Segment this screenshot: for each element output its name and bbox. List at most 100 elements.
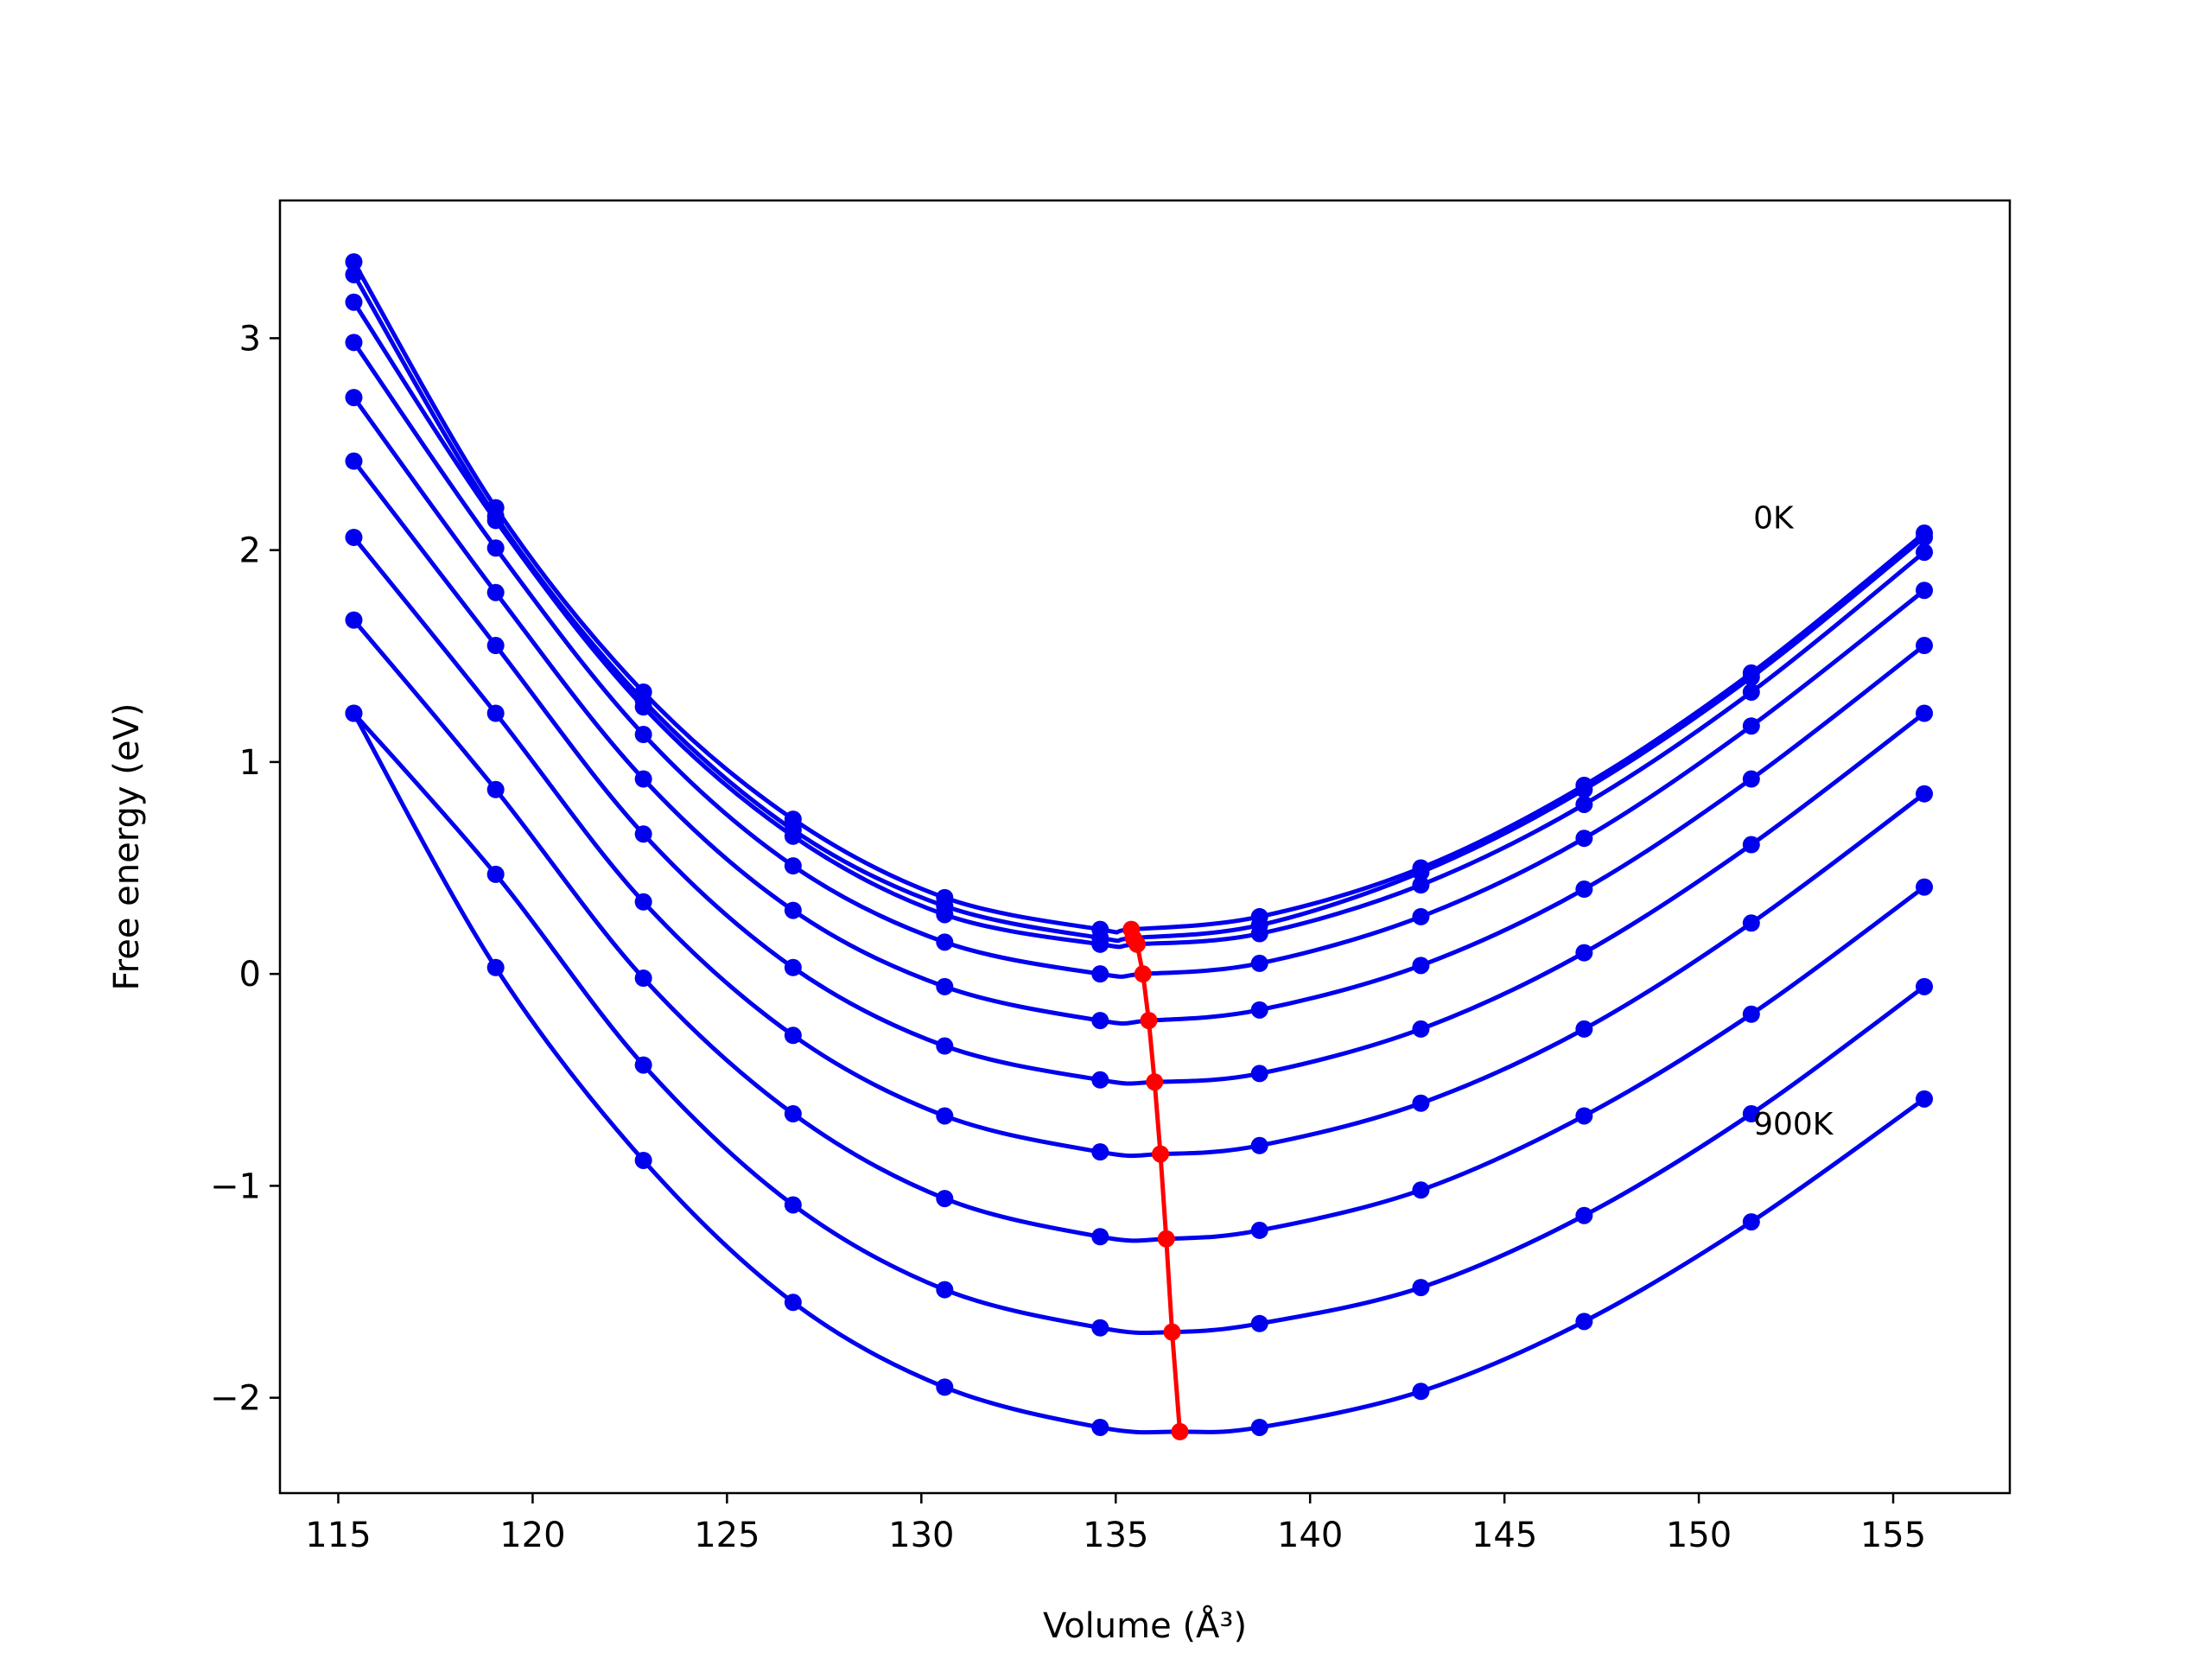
curve-9-point-5 — [936, 1281, 954, 1299]
curve-10-point-7 — [1250, 1418, 1268, 1436]
curve-5-point-5 — [936, 977, 954, 995]
curve-8-point-10 — [1742, 1005, 1760, 1023]
curve-5-point-11 — [1916, 637, 1934, 655]
curve-2-point-8 — [1412, 863, 1430, 881]
curve-9-point-9 — [1575, 1206, 1593, 1224]
curve-4-point-6 — [1091, 965, 1109, 983]
curve-6-point-5 — [936, 1037, 954, 1055]
curve-4-point-9 — [1575, 830, 1593, 848]
y-axis-label: Free energy (eV) — [107, 703, 147, 991]
curve-5-point-2 — [486, 583, 505, 601]
x-tick-label-130: 130 — [888, 1516, 954, 1555]
curve-2-point-1 — [345, 265, 363, 283]
curve-8-point-2 — [486, 780, 505, 798]
curve-5-point-8 — [1412, 957, 1430, 975]
curve-4-point-2 — [486, 539, 505, 557]
curve-9-point-7 — [1250, 1314, 1268, 1332]
curve-4-point-8 — [1412, 907, 1430, 925]
curve-5-point-10 — [1742, 770, 1760, 788]
x-tick-label-120: 120 — [499, 1516, 565, 1555]
curve-10-point-2 — [486, 958, 505, 976]
curve-8-point-6 — [1091, 1228, 1109, 1246]
curve-6-point-2 — [486, 637, 505, 655]
curve-2-point-9 — [1575, 780, 1593, 798]
curve-6-point-6 — [1091, 1071, 1109, 1089]
curve-7-point-2 — [486, 704, 505, 722]
curve-3 — [352, 301, 1926, 950]
x-tick-label-125: 125 — [694, 1516, 760, 1555]
curve-8-point-8 — [1412, 1181, 1430, 1199]
y-tick-label-3: 3 — [239, 319, 261, 359]
curve-8-point-11 — [1916, 878, 1934, 896]
curve-8-point-7 — [1250, 1221, 1268, 1239]
curve-10-point-4 — [784, 1294, 802, 1312]
x-tick-label-135: 135 — [1083, 1516, 1148, 1555]
minimum-point-5 — [1140, 1012, 1158, 1030]
y-tick-label--1: −1 — [210, 1166, 261, 1206]
minima-layer — [1122, 920, 1189, 1440]
curve-4 — [352, 340, 1926, 979]
y-tick-label-0: 0 — [239, 955, 261, 995]
curve-6-point-3 — [634, 825, 652, 843]
curve-6-point-4 — [784, 958, 802, 976]
minimum-point-3 — [1128, 935, 1147, 953]
ticks-layer: 115 120 125 130 135 140 145 150 155 −2 −1 0 1 2 3 — [210, 319, 1926, 1555]
curve-4-point-5 — [936, 933, 954, 951]
y-tick-label--2: −2 — [210, 1379, 261, 1419]
curve-2-point-10 — [1742, 668, 1760, 686]
curve-5 — [352, 396, 1926, 1027]
curve-3-point-3 — [634, 698, 652, 716]
curve-6 — [352, 460, 1926, 1086]
curve-2-point-11 — [1916, 528, 1934, 546]
curve-9-point-11 — [1916, 977, 1934, 995]
curve-7-point-10 — [1742, 914, 1760, 932]
curve-10-point-3 — [634, 1151, 652, 1169]
curve-5-point-1 — [345, 389, 363, 407]
curve-7-point-9 — [1575, 1020, 1593, 1038]
curve-10-point-5 — [936, 1378, 954, 1396]
curve-3-point-11 — [1916, 543, 1934, 562]
y-tick-label-1: 1 — [239, 743, 261, 783]
curve-9-point-3 — [634, 1056, 652, 1074]
curve-10-point-9 — [1575, 1313, 1593, 1331]
minimum-point-8 — [1157, 1230, 1175, 1248]
curve-9-point-10 — [1742, 1105, 1760, 1123]
curve-7-point-8 — [1412, 1094, 1430, 1112]
curve-3-point-9 — [1575, 795, 1593, 813]
curve-4-point-1 — [345, 334, 363, 352]
curve-8-point-4 — [784, 1105, 802, 1123]
curve-10-point-6 — [1091, 1418, 1109, 1436]
curve-10-point-1 — [345, 704, 363, 722]
curve-9-point-8 — [1412, 1279, 1430, 1297]
x-tick-label-140: 140 — [1277, 1516, 1343, 1555]
curve-9-point-2 — [486, 865, 505, 883]
curve-8-point-9 — [1575, 1107, 1593, 1125]
curve-5-point-3 — [634, 770, 652, 788]
curve-6-point-8 — [1412, 1020, 1430, 1038]
curve-6-point-7 — [1250, 1065, 1268, 1083]
curve-8-point-1 — [345, 611, 363, 629]
x-tick-label-115: 115 — [305, 1516, 371, 1555]
curve-6-point-1 — [345, 452, 363, 470]
curve-8-point-3 — [634, 969, 652, 988]
curve-2 — [352, 273, 1926, 944]
annotation-1: 0K — [1753, 500, 1795, 536]
curve-3-point-5 — [936, 906, 954, 924]
curve-9-point-4 — [784, 1196, 802, 1214]
annotation-2: 900K — [1753, 1107, 1834, 1142]
curves-layer — [345, 253, 1934, 1436]
x-axis-label: Volume (Å³) — [1043, 1605, 1247, 1646]
curve-8 — [352, 618, 1926, 1243]
curve-1-point-1 — [345, 253, 363, 271]
curve-4-point-11 — [1916, 582, 1934, 600]
curve-3-point-1 — [345, 293, 363, 311]
curve-3-point-4 — [784, 827, 802, 845]
annotation-layer: 0K 900K — [1753, 500, 1834, 1141]
plot-frame — [278, 199, 2012, 1495]
curve-3-point-6 — [1091, 935, 1109, 953]
minimum-point-4 — [1134, 965, 1152, 983]
curve-5-point-4 — [784, 901, 802, 919]
curve-3-point-2 — [486, 512, 505, 530]
curve-6-point-10 — [1742, 836, 1760, 854]
